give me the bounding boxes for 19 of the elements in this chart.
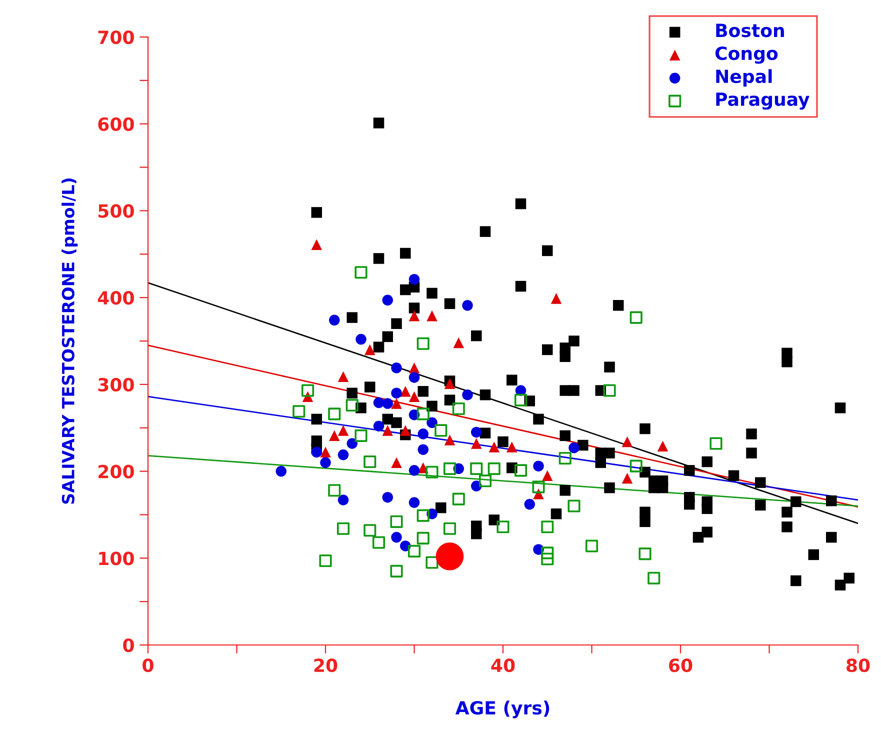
y-tick-label: 500 — [98, 204, 134, 218]
legend-label: Boston — [716, 24, 784, 38]
y-tick-label: 400 — [98, 291, 134, 305]
y-tick-label: 200 — [98, 464, 134, 478]
x-tick-label: 0 — [142, 658, 154, 672]
legend-label: Paraguay — [716, 92, 810, 110]
y-tick-label: 100 — [99, 552, 134, 566]
y-tick-label: 300 — [98, 378, 134, 392]
y-tick-label: 0 — [123, 638, 134, 652]
x-tick-label: 20 — [314, 658, 338, 672]
x-tick-label: 40 — [491, 658, 515, 672]
x-axis-title: AGE (yrs) — [455, 700, 550, 718]
y-tick-label: 700 — [98, 30, 134, 44]
legend-label: Congo — [715, 46, 778, 64]
y-tick-label: 600 — [98, 117, 134, 131]
x-tick-label: 80 — [846, 658, 870, 672]
y-axis-title: SALIVARY TESTOSTERONE (pmol/L) — [62, 178, 78, 504]
x-tick-label: 60 — [669, 658, 692, 672]
legend-label: Nepal — [716, 69, 772, 87]
